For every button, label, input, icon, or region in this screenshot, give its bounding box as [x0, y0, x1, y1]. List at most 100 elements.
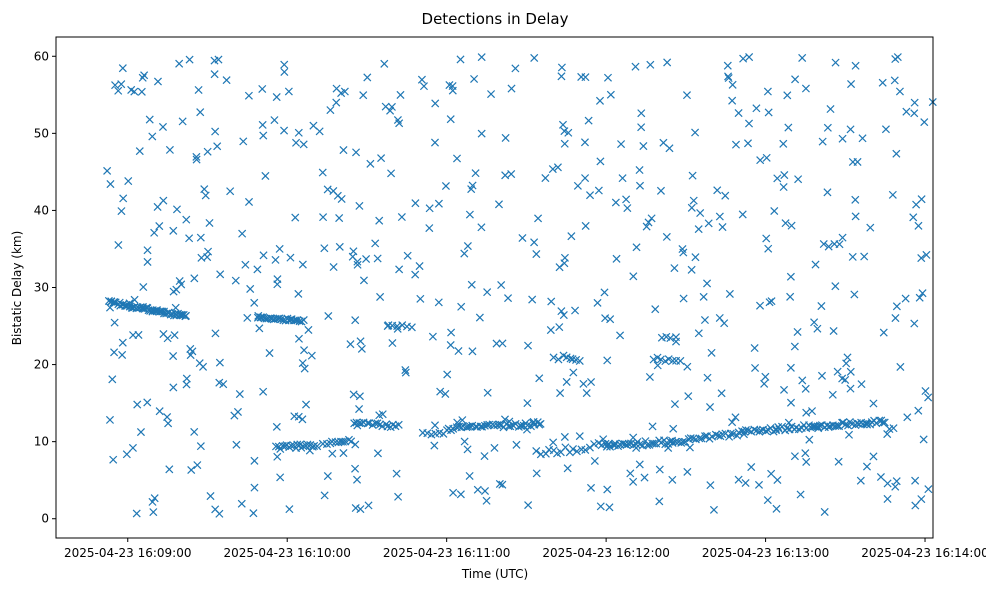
data-point	[794, 175, 803, 184]
data-point	[352, 148, 361, 157]
data-point	[632, 443, 641, 452]
data-point	[477, 129, 486, 138]
data-point	[364, 501, 373, 510]
data-point	[222, 76, 231, 85]
data-point	[261, 171, 270, 180]
data-point	[586, 483, 596, 492]
data-point	[858, 134, 867, 143]
data-point	[665, 144, 674, 153]
data-point	[605, 503, 614, 512]
data-point	[458, 416, 467, 425]
data-point	[807, 407, 817, 416]
data-point	[512, 440, 521, 449]
data-point	[581, 221, 590, 230]
data-point	[909, 213, 918, 222]
data-point	[363, 419, 372, 428]
data-point	[747, 463, 756, 472]
data-point	[357, 419, 366, 428]
data-point	[560, 127, 569, 136]
data-point	[108, 375, 117, 384]
data-point	[559, 311, 568, 320]
data-point	[411, 270, 420, 279]
data-point	[650, 439, 659, 448]
data-point	[779, 139, 788, 148]
data-point	[922, 250, 931, 259]
data-point	[140, 71, 149, 80]
data-point	[586, 191, 595, 200]
data-point	[244, 91, 253, 100]
data-point	[879, 328, 888, 337]
data-point	[291, 213, 300, 222]
data-point	[401, 366, 410, 375]
data-point	[244, 197, 254, 206]
data-point	[124, 177, 133, 186]
data-point	[480, 486, 490, 496]
data-point	[819, 240, 828, 249]
data-point	[603, 485, 612, 494]
data-point	[407, 323, 416, 332]
data-point	[883, 430, 892, 439]
data-point	[143, 257, 152, 266]
data-point	[357, 344, 366, 353]
data-point	[547, 297, 556, 306]
data-point	[924, 393, 933, 402]
data-point	[394, 492, 403, 501]
data-point	[203, 147, 212, 156]
data-point	[318, 439, 327, 448]
data-point	[541, 174, 550, 183]
data-point	[215, 378, 224, 387]
data-marks	[103, 53, 937, 518]
data-point	[482, 496, 491, 505]
data-point	[798, 376, 807, 385]
data-point	[300, 346, 309, 355]
data-point	[751, 363, 760, 373]
data-point	[555, 263, 564, 272]
data-point	[584, 116, 593, 125]
data-point	[363, 73, 372, 82]
data-point	[165, 145, 174, 154]
data-point	[896, 362, 905, 371]
data-point	[298, 260, 307, 269]
data-point	[447, 328, 456, 337]
y-tick-label: 10	[34, 435, 49, 449]
data-point	[611, 198, 620, 207]
data-point	[118, 338, 127, 347]
data-point	[745, 53, 754, 62]
data-point	[507, 170, 516, 179]
data-point	[731, 413, 740, 422]
data-point	[618, 174, 627, 183]
data-point	[696, 209, 705, 218]
data-point	[478, 422, 487, 431]
data-point	[635, 460, 644, 469]
data-point	[307, 351, 316, 360]
data-point	[246, 284, 255, 293]
data-point	[292, 138, 301, 147]
data-point	[335, 242, 344, 251]
data-point	[128, 443, 137, 452]
data-point	[811, 260, 820, 269]
data-point	[790, 452, 799, 461]
data-point	[596, 502, 605, 511]
data-point	[670, 264, 679, 273]
data-point	[805, 435, 814, 444]
data-point	[786, 272, 795, 281]
data-point	[773, 475, 782, 485]
data-point	[373, 449, 382, 458]
data-point	[779, 183, 788, 192]
data-point	[226, 187, 235, 196]
data-point	[203, 253, 212, 262]
data-point	[143, 398, 152, 407]
data-point	[846, 384, 855, 393]
data-point	[196, 233, 205, 242]
data-point	[441, 181, 450, 191]
data-point	[138, 73, 147, 82]
x-axis: 2025-04-23 16:09:00 2025-04-23 16:10:00 20…	[64, 538, 986, 560]
data-point	[924, 485, 933, 494]
data-point	[655, 497, 664, 506]
data-point	[684, 392, 693, 401]
data-point	[743, 139, 753, 148]
data-point	[910, 109, 919, 118]
data-point	[662, 232, 671, 241]
data-point	[645, 372, 654, 381]
data-point	[668, 475, 677, 484]
